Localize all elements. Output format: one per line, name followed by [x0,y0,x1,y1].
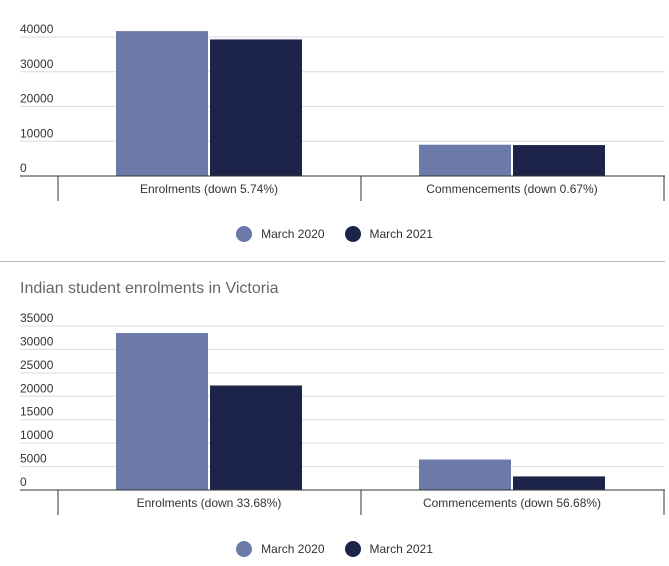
bar-march-2021-commencements [513,145,605,176]
legend-item-march-2021[interactable]: March 2021 [344,226,433,242]
legend-item-march-2021[interactable]: March 2021 [344,541,433,557]
legend-swatch-march-2021 [344,226,361,242]
y-tick-label: 0 [20,161,27,175]
y-tick-label: 20000 [20,381,54,395]
y-tick-label: 0 [20,475,27,489]
y-tick-label: 5000 [20,452,47,466]
y-tick-label: 40000 [20,22,54,36]
y-tick-label: 35000 [20,311,54,325]
bar-march-2021-enrolments [210,39,302,177]
y-tick-label: 10000 [20,126,54,140]
bar-march-2020-enrolments [116,31,208,177]
y-tick-label: 20000 [20,92,54,106]
x-category-label: Commencements (down 0.67%) [426,182,597,196]
y-tick-label: 25000 [20,358,54,372]
legend-label-march-2020: March 2020 [261,542,325,556]
bar-march-2020-commencements [419,459,511,490]
legend-label-march-2020: March 2020 [261,227,325,241]
legend-swatch-march-2021 [344,541,361,557]
legend-chart-2: March 2020 March 2021 [0,541,669,557]
bar-march-2020-enrolments [116,333,208,490]
x-category-label: Enrolments (down 5.74%) [140,182,278,196]
chart-enrolments: 0 10000 20000 30000 40000 Enrolments (down 5.… [20,22,665,201]
section-divider [0,261,665,262]
bar-march-2021-commencements [513,476,605,490]
legend-item-march-2020[interactable]: March 2020 [236,541,325,557]
x-category-label: Commencements (down 56.68%) [423,496,601,510]
legend-label-march-2021: March 2021 [369,542,433,556]
legend-swatch-march-2020 [236,541,253,557]
y-tick-label: 10000 [20,428,54,442]
bar-march-2020-commencements [419,144,511,176]
y-tick-label: 30000 [20,334,54,348]
x-category-label: Enrolments (down 33.68%) [137,496,282,510]
legend-label-march-2021: March 2021 [369,227,433,241]
chart-indian-enrolments: 0 5000 10000 15000 20000 25000 30000 35000 Enrol… [20,311,665,515]
bar-march-2021-enrolments [210,385,302,490]
legend-swatch-march-2020 [236,226,253,242]
legend-chart-1: March 2020 March 2021 [0,226,669,242]
legend-item-march-2020[interactable]: March 2020 [236,226,325,242]
y-tick-label: 30000 [20,57,54,71]
chart-title: Indian student enrolments in Victoria [20,280,279,297]
y-tick-label: 15000 [20,405,54,419]
